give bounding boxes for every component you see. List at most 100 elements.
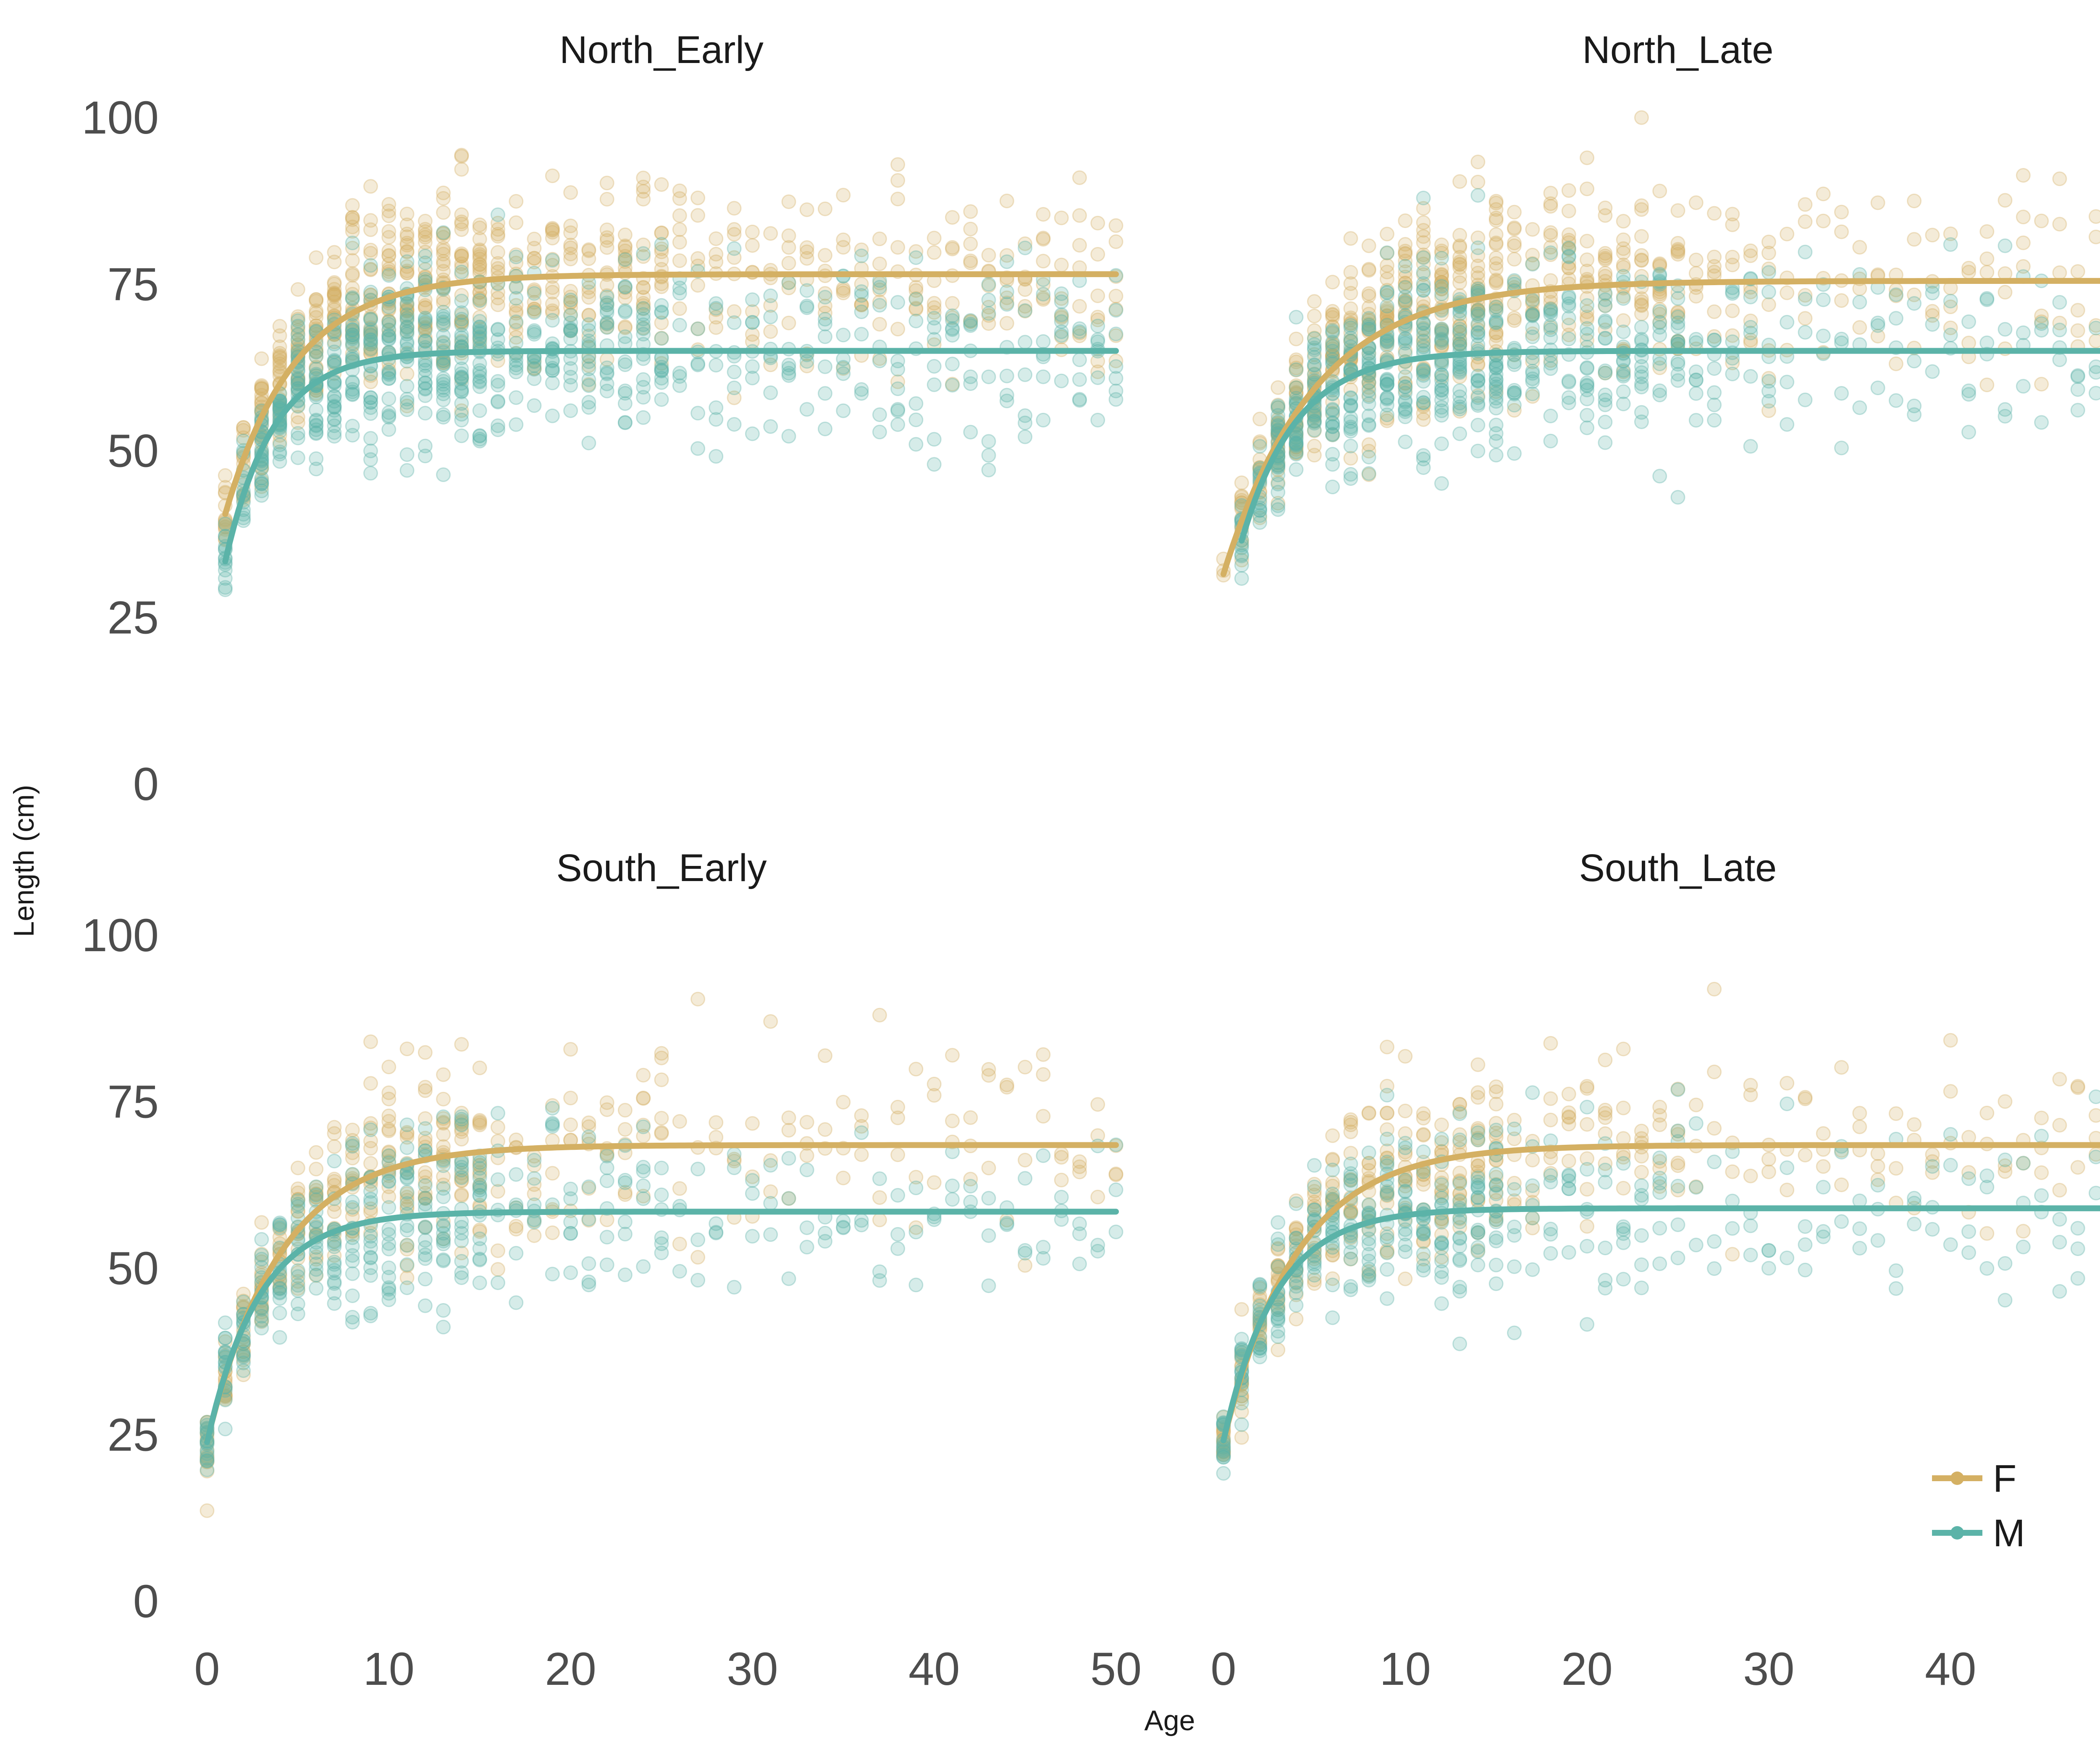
data-point-f (399, 266, 415, 281)
x-tick-label: 20 (1561, 1643, 1612, 1695)
data-point-f (636, 1091, 651, 1105)
data-point-m (1670, 1178, 1685, 1194)
data-point-m (399, 1185, 415, 1200)
data-point-m (309, 387, 324, 402)
data-point-f (2070, 264, 2085, 279)
data-point-m (2016, 1239, 2031, 1254)
data-point-m (1725, 367, 1740, 381)
data-point-m (1361, 1247, 1376, 1262)
data-point-f (908, 1062, 924, 1077)
data-point-f (672, 191, 687, 206)
data-point-m (999, 1216, 1014, 1231)
panel-title-north-early: North_Early (559, 29, 764, 71)
data-point-m (781, 1151, 796, 1166)
data-point-m (1943, 237, 1958, 252)
data-point-f (1798, 197, 1813, 212)
data-point-m (1434, 382, 1449, 397)
data-point-m (399, 1117, 415, 1132)
data-point-f (327, 287, 342, 302)
data-point-m (1507, 1182, 1522, 1197)
data-point-f (709, 1115, 724, 1130)
data-point-m (381, 405, 396, 420)
data-point-m (1561, 1245, 1576, 1260)
data-point-m (1507, 1259, 1522, 1274)
data-point-f (327, 288, 342, 303)
data-point-f (563, 1091, 578, 1106)
data-point-m (981, 462, 996, 477)
data-point-f (1036, 207, 1051, 222)
data-point-m (1434, 1296, 1449, 1311)
data-point-m (1707, 1234, 1722, 1249)
data-point-m (345, 1254, 360, 1269)
data-point-m (1688, 1180, 1704, 1195)
data-point-f (236, 420, 251, 435)
data-point-m (218, 1330, 233, 1346)
data-point-m (1488, 1257, 1504, 1272)
data-point-f (1888, 1161, 1903, 1176)
data-point-m (727, 241, 742, 256)
data-point-m (872, 280, 887, 295)
data-point-m (1998, 409, 2013, 424)
data-point-m (345, 1200, 360, 1215)
data-point-m (363, 258, 378, 273)
data-point-m (781, 429, 796, 444)
data-point-f (1398, 1271, 1413, 1286)
data-point-f (1834, 1060, 1849, 1075)
data-point-f (999, 194, 1014, 208)
data-point-m (509, 360, 524, 375)
data-point-m (1398, 409, 1413, 425)
data-point-m (200, 1462, 215, 1477)
data-point-f (491, 1243, 505, 1258)
data-point-m (818, 317, 832, 332)
data-point-m (527, 327, 542, 342)
data-point-m (1598, 1175, 1613, 1190)
data-point-f (363, 337, 378, 352)
data-point-f (472, 1113, 487, 1128)
data-point-f (1688, 1097, 1704, 1112)
data-point-m (581, 378, 596, 393)
panel-title-north-late: North_Late (1582, 29, 1773, 71)
data-point-f (472, 217, 487, 232)
data-point-m (709, 358, 724, 372)
data-point-f (927, 231, 942, 246)
data-point-f (2052, 217, 2067, 232)
data-point-m (1816, 1180, 1831, 1195)
data-point-f (781, 256, 796, 271)
data-point-m (1343, 471, 1358, 486)
data-point-m (417, 1298, 433, 1313)
data-point-m (381, 1241, 396, 1256)
data-point-m (1616, 1272, 1631, 1287)
data-point-f (290, 320, 305, 335)
data-point-f (345, 224, 360, 239)
data-point-f (327, 289, 342, 304)
data-point-m (1707, 385, 1722, 400)
data-point-m (1434, 408, 1449, 423)
data-point-f (1707, 1121, 1722, 1136)
data-point-m (363, 1260, 378, 1275)
data-point-f (927, 1088, 942, 1103)
data-point-m (472, 1161, 487, 1176)
data-point-f (1598, 1052, 1613, 1068)
data-point-f (290, 312, 305, 327)
data-point-f (1234, 1302, 1249, 1317)
data-point-f (1670, 203, 1685, 218)
data-point-m (1488, 381, 1504, 396)
data-point-m (436, 1181, 451, 1196)
data-point-f (381, 264, 396, 279)
data-point-f (1307, 448, 1322, 463)
data-point-m (1289, 310, 1304, 325)
data-point-f (1634, 110, 1649, 125)
data-point-m (1598, 315, 1613, 330)
data-point-f (1343, 1124, 1358, 1139)
data-point-f (1925, 228, 1940, 243)
y-axis-label: Length (cm) (8, 785, 40, 937)
data-point-f (854, 1147, 869, 1162)
data-point-f (1616, 214, 1631, 229)
data-point-m (381, 371, 396, 386)
data-point-m (1888, 311, 1903, 326)
data-point-m (1054, 1190, 1069, 1205)
data-point-m (527, 286, 542, 301)
data-point-m (654, 392, 669, 407)
data-point-m (1252, 439, 1268, 454)
data-point-f (254, 351, 269, 366)
